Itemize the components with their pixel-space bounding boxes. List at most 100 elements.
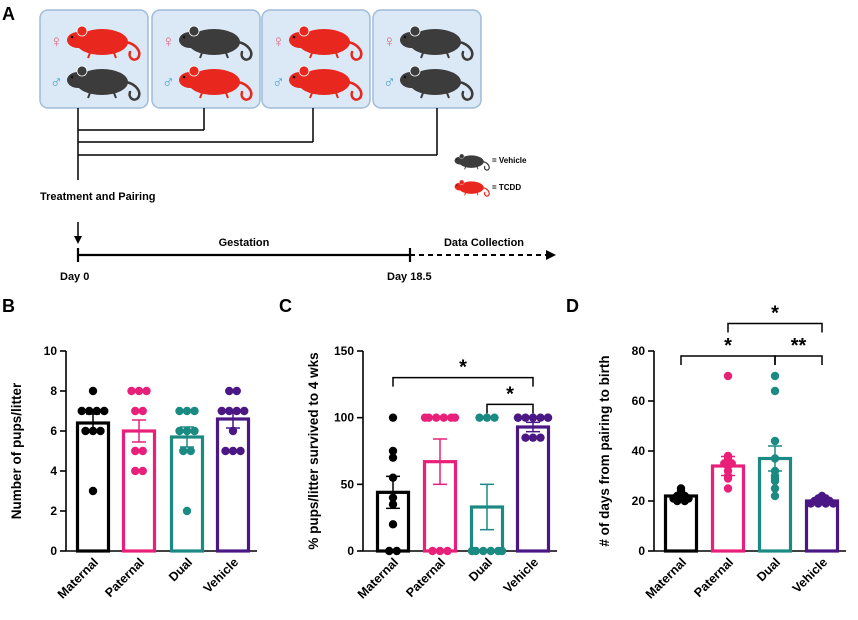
- mouse-tail: [236, 80, 253, 101]
- panel-c-label: C: [279, 296, 292, 316]
- pairing-box-4: ♀♂: [372, 9, 482, 109]
- chart-c-point: [388, 446, 398, 456]
- chart-c-point: [435, 546, 445, 556]
- legend-vehicle-label: = Vehicle: [492, 156, 527, 165]
- mouse-eye: [292, 75, 296, 79]
- legend-tcdd-label: = TCDD: [492, 183, 521, 192]
- chart-b-y-tick-label: 6: [50, 424, 57, 438]
- chart-b-point: [127, 386, 136, 396]
- chart-d-category-dual: Dual: [754, 555, 783, 584]
- mouse-body: [458, 155, 484, 168]
- mouse-tail: [346, 40, 363, 61]
- chart-d-point: [770, 371, 780, 381]
- mouse-eye: [182, 75, 186, 79]
- chart-b-category-vehicle: Vehicle: [201, 555, 241, 595]
- mouse-leg: [476, 166, 479, 170]
- chart-c-point: [521, 413, 530, 422]
- legend-vehicle-mouse-icon: [454, 153, 490, 171]
- chart-b-point: [221, 446, 230, 456]
- chart-b-point: [85, 406, 94, 416]
- day185-label: Day 18.5: [387, 271, 432, 283]
- chart-c-y-tick-label: 150: [334, 344, 354, 358]
- chart-c-point: [482, 413, 492, 422]
- mouse-leg: [199, 52, 203, 59]
- chart-b-bar-vehicle: [215, 417, 251, 553]
- chart-d-point: [723, 371, 733, 381]
- treatment-legend: = Vehicle = TCDD: [454, 153, 527, 197]
- mouse-eye: [182, 35, 186, 39]
- data-collection-label: Data Collection: [444, 237, 524, 249]
- chart-b-category-maternal: Maternal: [55, 555, 101, 601]
- chart-b-point: [138, 406, 147, 416]
- chart-b-bar-dual: [169, 435, 205, 553]
- chart-c: 0 50 100 150 % pups/litter survived to 4 wks…: [306, 344, 557, 601]
- mouse-ear: [188, 25, 200, 37]
- mouse-body: [409, 29, 461, 55]
- mouse-eye: [70, 35, 74, 39]
- female-symbol-icon: ♀: [50, 32, 63, 51]
- female-mouse-icon: [179, 25, 253, 61]
- chart-c-significance-label: *: [506, 383, 514, 405]
- mouse-tail: [346, 80, 363, 101]
- chart-d-significance-label: *: [771, 303, 779, 325]
- mouse-tail: [457, 40, 474, 61]
- mouse-leg: [87, 92, 91, 99]
- chart-c-point: [543, 413, 553, 422]
- chart-b-point: [190, 406, 199, 416]
- chart-d-point: [770, 484, 780, 493]
- chart-d-y-label: # of days from pairing to birth: [597, 355, 612, 546]
- chart-c-category-vehicle: Vehicle: [501, 555, 541, 595]
- chart-b-y-tick-label: 10: [44, 344, 58, 358]
- mouse-leg: [199, 92, 203, 99]
- chart-b-point: [88, 386, 98, 396]
- mouse-body: [76, 69, 128, 95]
- chart-d-category-paternal: Paternal: [691, 555, 736, 600]
- chart-c-point: [521, 433, 530, 442]
- chart-d-y-tick-label: 80: [632, 344, 646, 358]
- chart-b-point: [217, 406, 226, 416]
- mouse-ear: [76, 25, 88, 37]
- mouse-leg: [87, 52, 91, 59]
- chart-d-point: [770, 436, 780, 446]
- mouse-leg: [446, 52, 450, 59]
- mouse-tail: [124, 40, 141, 61]
- chart-d-significance-bracket: [727, 322, 823, 333]
- mouse-ear: [459, 179, 465, 185]
- mouse-ear: [409, 25, 421, 37]
- chart-b-point: [236, 446, 245, 456]
- chart-c-point: [497, 546, 507, 556]
- chart-d-y-tick-label: 60: [632, 394, 646, 408]
- mouse-ear: [298, 25, 310, 37]
- mouse-leg: [335, 92, 339, 99]
- chart-b-point: [131, 406, 140, 416]
- chart-b-point: [228, 426, 238, 436]
- chart-c-point: [528, 413, 538, 422]
- female-symbol-icon: ♀: [383, 32, 396, 51]
- chart-b-bar-paternal: [121, 429, 157, 553]
- chart-b-point: [77, 406, 86, 416]
- chart-c-point: [424, 413, 433, 422]
- chart-b-point: [142, 386, 151, 396]
- chart-c-point: [536, 433, 545, 442]
- mouse-tail: [457, 80, 474, 101]
- chart-c-y-tick-label: 0: [347, 544, 354, 558]
- mouse-ear: [76, 65, 88, 77]
- chart-b-point: [228, 446, 238, 456]
- chart-b-point: [175, 406, 184, 416]
- chart-b-point: [88, 486, 98, 496]
- male-symbol-icon: ♂: [162, 73, 175, 92]
- chart-b-point: [100, 406, 109, 416]
- chart-b: 0 2 4 6 8 10 Number of pups/litter Maternal Pate…: [9, 344, 257, 601]
- pairing-boxes: ♀♂♀♂♀♂♀♂: [39, 9, 482, 109]
- chart-b-point: [225, 386, 234, 396]
- mouse-tail: [236, 40, 253, 61]
- mouse-leg: [464, 192, 467, 196]
- chart-c-bar-vehicle: [515, 425, 551, 553]
- male-mouse-icon: [179, 65, 253, 101]
- chart-b-category-dual: Dual: [166, 555, 195, 584]
- mouse-eye: [70, 75, 74, 79]
- pairing-box-1: ♀♂: [39, 9, 149, 109]
- chart-d-significance-bracket: [680, 355, 776, 365]
- male-mouse-icon: [289, 65, 363, 101]
- mouse-icon: [454, 153, 490, 171]
